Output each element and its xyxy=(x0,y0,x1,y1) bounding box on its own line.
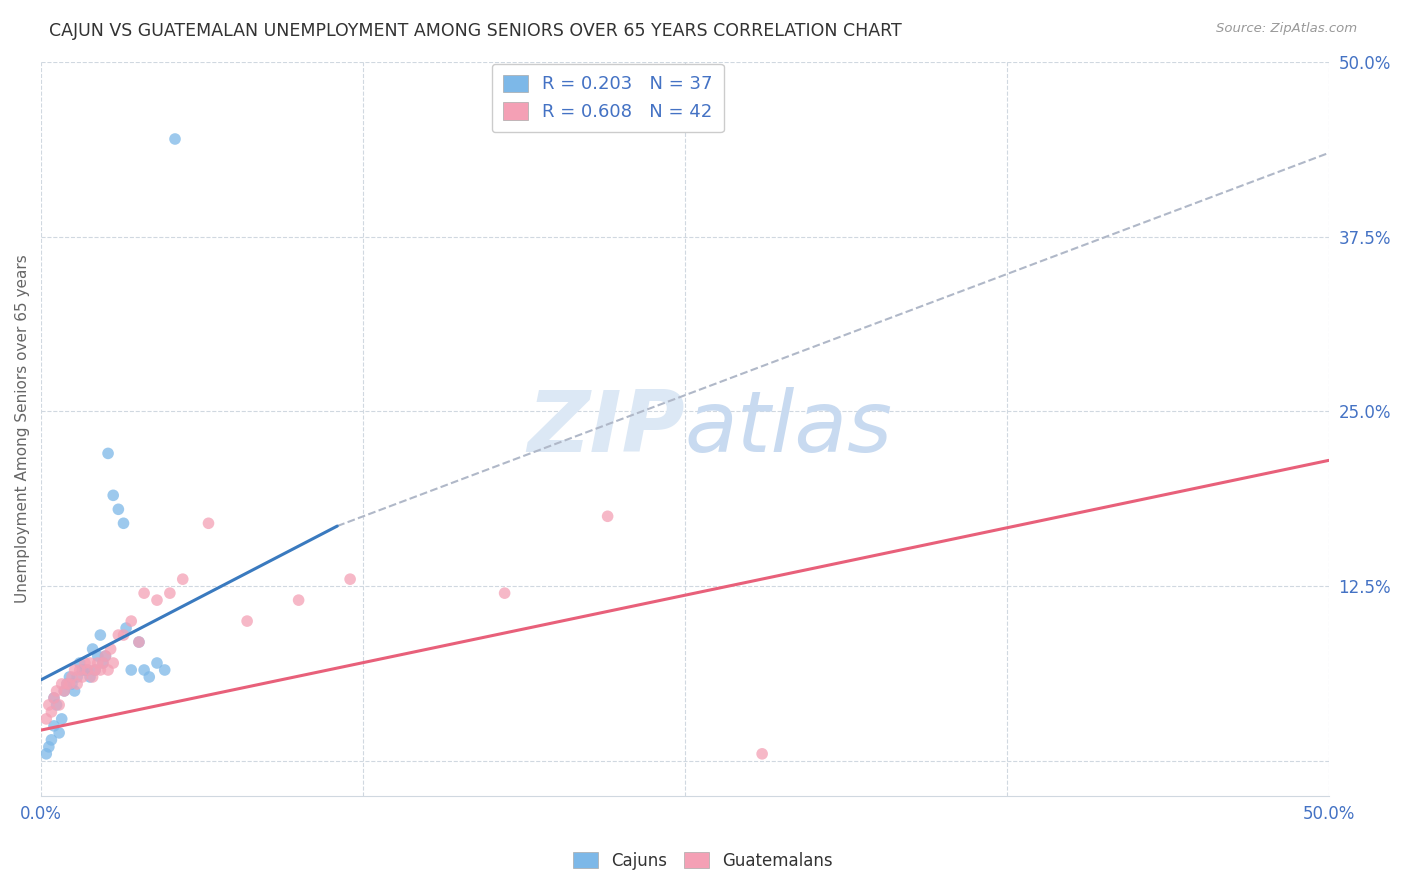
Point xyxy=(73,663,96,677)
Point xyxy=(48,698,70,712)
Point xyxy=(63,663,86,677)
Point xyxy=(146,656,169,670)
Point xyxy=(163,132,186,146)
Point xyxy=(35,747,58,761)
Point xyxy=(41,732,63,747)
Point xyxy=(494,586,516,600)
Point xyxy=(128,635,150,649)
Point xyxy=(76,663,98,677)
Point xyxy=(153,663,176,677)
Point xyxy=(87,648,110,663)
Point xyxy=(91,656,114,670)
Point xyxy=(42,690,65,705)
Point xyxy=(132,586,155,600)
Point xyxy=(35,712,58,726)
Point xyxy=(751,747,773,761)
Text: atlas: atlas xyxy=(685,387,893,470)
Point xyxy=(69,656,91,670)
Point xyxy=(82,670,104,684)
Text: Source: ZipAtlas.com: Source: ZipAtlas.com xyxy=(1216,22,1357,36)
Point xyxy=(38,739,60,754)
Point xyxy=(112,628,135,642)
Point xyxy=(287,593,309,607)
Point xyxy=(94,648,117,663)
Point xyxy=(56,677,79,691)
Point xyxy=(45,698,67,712)
Point xyxy=(107,628,129,642)
Point xyxy=(60,670,83,684)
Point xyxy=(51,677,73,691)
Point xyxy=(138,670,160,684)
Point xyxy=(87,656,110,670)
Point xyxy=(89,663,111,677)
Point xyxy=(56,677,79,691)
Point xyxy=(84,663,107,677)
Point xyxy=(94,648,117,663)
Point xyxy=(48,726,70,740)
Point xyxy=(236,614,259,628)
Point xyxy=(103,488,125,502)
Point xyxy=(115,621,138,635)
Point xyxy=(76,663,98,677)
Point xyxy=(41,705,63,719)
Point xyxy=(69,663,91,677)
Point xyxy=(596,509,619,524)
Point xyxy=(97,446,120,460)
Point xyxy=(58,677,80,691)
Point xyxy=(89,628,111,642)
Point xyxy=(132,663,155,677)
Point xyxy=(120,614,142,628)
Point xyxy=(82,642,104,657)
Point xyxy=(112,516,135,531)
Point xyxy=(66,677,89,691)
Point xyxy=(146,593,169,607)
Point xyxy=(42,690,65,705)
Point xyxy=(128,635,150,649)
Point xyxy=(42,719,65,733)
Point xyxy=(58,670,80,684)
Point xyxy=(91,656,114,670)
Point xyxy=(73,656,96,670)
Point xyxy=(79,670,101,684)
Point xyxy=(38,698,60,712)
Point xyxy=(72,670,94,684)
Point xyxy=(339,572,361,586)
Point xyxy=(79,656,101,670)
Point xyxy=(72,663,94,677)
Point xyxy=(60,677,83,691)
Y-axis label: Unemployment Among Seniors over 65 years: Unemployment Among Seniors over 65 years xyxy=(15,254,30,603)
Text: CAJUN VS GUATEMALAN UNEMPLOYMENT AMONG SENIORS OVER 65 YEARS CORRELATION CHART: CAJUN VS GUATEMALAN UNEMPLOYMENT AMONG S… xyxy=(49,22,903,40)
Point xyxy=(51,712,73,726)
Text: ZIP: ZIP xyxy=(527,387,685,470)
Point xyxy=(103,656,125,670)
Point xyxy=(120,663,142,677)
Point xyxy=(97,663,120,677)
Point xyxy=(159,586,181,600)
Legend: R = 0.203   N = 37, R = 0.608   N = 42: R = 0.203 N = 37, R = 0.608 N = 42 xyxy=(492,64,724,132)
Point xyxy=(84,663,107,677)
Point xyxy=(197,516,219,531)
Point xyxy=(172,572,194,586)
Point xyxy=(66,670,89,684)
Point xyxy=(53,684,76,698)
Point xyxy=(100,642,122,657)
Point xyxy=(45,684,67,698)
Point xyxy=(107,502,129,516)
Legend: Cajuns, Guatemalans: Cajuns, Guatemalans xyxy=(567,846,839,877)
Point xyxy=(53,684,76,698)
Point xyxy=(63,684,86,698)
